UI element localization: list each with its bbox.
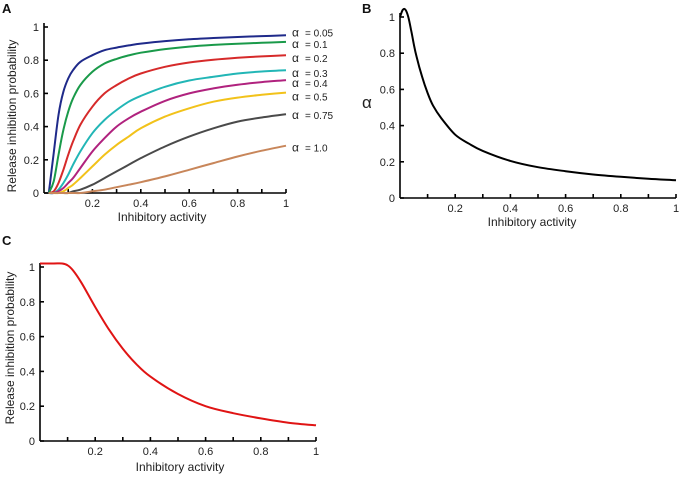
panel-a-series-line — [48, 79, 287, 195]
panel-b-y-tick-label: 0.6 — [380, 84, 395, 96]
panel-b-x-tick-label: 0.4 — [503, 203, 518, 215]
legend-entry-label: = 0.2 — [305, 54, 328, 65]
panel-c-y-tick-label: 0.4 — [20, 366, 35, 378]
panel-a-x-tick-label: 0.6 — [182, 198, 197, 210]
panel-c-x-axis-label: Inhibitory activity — [136, 460, 225, 474]
panel-a-series-line — [47, 34, 287, 194]
panel-c: C Release inhibition probability Inhibit… — [2, 233, 319, 474]
panel-b-y-tick-label: 0.8 — [380, 48, 395, 60]
legend-alpha-symbol: α — [292, 37, 299, 51]
legend-entry-label: = 0.05 — [305, 28, 334, 39]
panel-a-series-line — [48, 69, 287, 195]
legend-alpha-symbol: α — [292, 108, 299, 122]
legend-alpha-symbol: α — [292, 51, 299, 65]
panel-a: A Release inhibition probability Inhibit… — [2, 1, 334, 224]
panel-b-x-tick-label: 0.8 — [613, 203, 628, 215]
legend-alpha-symbol: α — [292, 141, 299, 155]
panel-c-letter: C — [2, 233, 12, 248]
panel-a-x-tick-label: 1 — [283, 198, 289, 210]
legend-entry-label: = 0.3 — [305, 69, 328, 80]
legend-alpha-symbol: α — [292, 76, 299, 90]
panel-c-x-tick-label: 0.2 — [88, 446, 103, 458]
panel-a-series-line — [48, 91, 287, 195]
panel-a-series-line — [48, 54, 287, 194]
panel-b-x-tick-label: 0.6 — [558, 203, 573, 215]
legend-entry-label: = 0.75 — [305, 111, 334, 122]
panel-a-x-tick-label: 0.4 — [133, 198, 148, 210]
panel-a-y-tick-label: 0.4 — [24, 122, 39, 134]
panel-c-x-tick-label: 0.8 — [253, 446, 268, 458]
panel-a-y-axis-label: Release inhibition probability — [5, 40, 19, 193]
panel-a-y-tick-label: 1 — [33, 22, 39, 34]
panel-a-y-tick-label: 0.8 — [24, 55, 39, 67]
panel-a-y-tick-label: 0 — [33, 188, 39, 200]
panel-c-y-tick-label: 0.8 — [20, 297, 35, 309]
panel-b: B α Inhibitory activity 0 0.2 0.4 0.6 0.8 1 0.… — [362, 1, 679, 229]
panel-c-y-tick-label: 0.2 — [20, 401, 35, 413]
legend-entry-label: = 0.5 — [305, 93, 328, 104]
panel-a-series-line — [47, 40, 287, 194]
panel-c-x-tick-label: 0.6 — [198, 446, 213, 458]
legend-entry-label: = 0.1 — [305, 40, 328, 51]
panel-b-x-tick-label: 0.2 — [448, 203, 463, 215]
legend-alpha-symbol: α — [292, 66, 299, 80]
panel-b-y-tick-label: 1 — [389, 12, 395, 24]
legend-alpha-symbol: α — [292, 25, 299, 39]
panel-a-x-tick-label: 0.8 — [230, 198, 245, 210]
panel-b-y-tick-label: 0.2 — [380, 157, 395, 169]
legend-entry-label: = 1.0 — [305, 144, 328, 155]
legend-alpha-symbol: α — [292, 90, 299, 104]
panel-c-x-tick-label: 0.4 — [143, 446, 158, 458]
panel-b-y-tick-label: 0.4 — [380, 121, 395, 133]
panel-b-x-axis-label: Inhibitory activity — [488, 215, 577, 229]
panel-b-letter: B — [362, 1, 371, 16]
panel-c-y-axis-label: Release inhibition probability — [3, 272, 17, 425]
panel-b-x-tick-label: 1 — [673, 203, 679, 215]
panel-c-y-tick-label: 1 — [29, 262, 35, 274]
panel-c-y-tick-label: 0.6 — [20, 332, 35, 344]
panel-b-series-line — [399, 7, 677, 182]
panel-a-x-tick-label: 0.2 — [85, 198, 100, 210]
panel-a-x-axis-label: Inhibitory activity — [118, 210, 207, 224]
panel-b-y-axis-label: α — [362, 93, 372, 112]
panel-a-y-tick-label: 0.6 — [24, 88, 39, 100]
panel-c-series-line — [40, 262, 317, 427]
panel-c-x-tick-label: 1 — [313, 446, 319, 458]
panel-c-y-tick-label: 0 — [29, 436, 35, 448]
legend-entry-label: = 0.4 — [305, 79, 328, 90]
panel-a-y-tick-label: 0.2 — [24, 155, 39, 167]
panel-b-y-tick-label: 0 — [389, 193, 395, 205]
panel-a-series-line — [48, 144, 287, 195]
panel-a-letter: A — [2, 1, 12, 16]
